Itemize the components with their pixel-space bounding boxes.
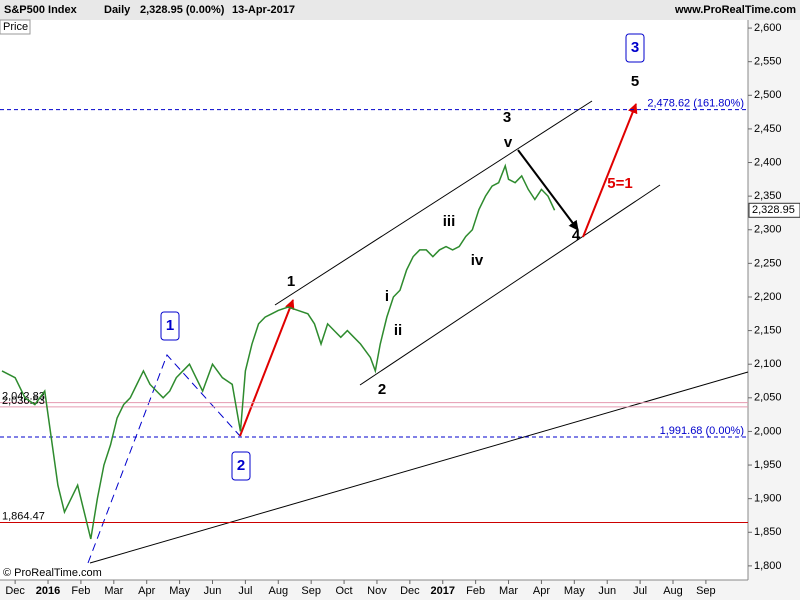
wave-label: 3 [503,109,511,126]
copyright: © ProRealTime.com [3,567,102,579]
level-label: 2,478.62 (161.80%) [647,98,744,110]
x-tick-label: Jul [633,585,647,597]
wave-box [625,33,645,63]
x-tick-label: May [169,585,190,597]
y-tick-label: 1,800 [754,560,782,572]
x-axis-panel [0,580,800,600]
x-tick-label: 2017 [431,585,455,597]
x-tick-label: Apr [533,585,550,597]
y-tick-label: 1,900 [754,493,782,505]
y-tick-label: 2,350 [754,190,782,202]
period: Daily [104,4,131,16]
y-tick-label: 2,600 [754,22,782,34]
y-tick-label: 2,300 [754,224,782,236]
x-tick-label: Dec [5,585,25,597]
header-bar [0,0,800,20]
x-tick-label: Jun [598,585,616,597]
x-tick-label: Sep [696,585,716,597]
last-price-tag [748,202,800,218]
wave-label: 5=1 [607,175,632,192]
wave-label: iii [443,213,456,230]
wave-label: v [504,134,513,151]
y-tick-label: 2,150 [754,324,782,336]
x-tick-label: Jun [204,585,222,597]
wave-label: 2 [237,457,245,474]
x-tick-label: Aug [663,585,683,597]
arrow [582,103,638,238]
arrow [517,149,579,231]
x-tick-label: Nov [367,585,387,597]
price-line [1,163,556,540]
y-tick-label: 2,200 [754,291,782,303]
x-tick-label: Dec [400,585,420,597]
x-tick-label: Aug [268,585,288,597]
y-tick-label: 2,400 [754,156,782,168]
wave-label: 1 [287,273,295,290]
wave-label: 5 [631,73,639,90]
y-axis-panel [748,20,800,580]
y-tick-label: 2,450 [754,123,782,135]
y-tick-label: 2,500 [754,89,782,101]
channel-lower [359,184,661,386]
last-price-label: 2,328.95 [752,204,795,216]
y-tick-label: 1,850 [754,526,782,538]
y-tick-label: 2,050 [754,392,782,404]
wave-label: 4 [572,227,581,244]
x-tick-label: May [564,585,585,597]
level-label: 1,864.47 [2,510,45,522]
level-label: 2,042.83 [2,391,45,403]
y-tick-label: 2,000 [754,425,782,437]
x-tick-label: 2016 [36,585,60,597]
wave-label: 3 [631,39,639,56]
x-tick-label: Oct [336,585,353,597]
wave-label: iv [471,252,484,269]
y-tick-label: 2,250 [754,257,782,269]
arrow [239,299,295,437]
y-tick-label: 2,100 [754,358,782,370]
wave-label: ii [394,322,402,339]
x-tick-label: Mar [499,585,518,597]
wave-box [160,311,180,341]
wave-label: 1 [166,317,174,334]
channel-upper [274,100,593,306]
quote: 2,328.95 (0.00%) [140,4,225,16]
symbol: S&P500 Index [4,4,78,16]
x-tick-label: Feb [71,585,90,597]
date: 13-Apr-2017 [232,4,295,16]
wave-label: i [385,288,389,305]
site: www.ProRealTime.com [674,4,796,16]
panel-label-box [0,19,31,35]
y-tick-label: 2,550 [754,56,782,68]
level-label: 1,991.68 (0.00%) [660,425,744,437]
y-tick-label: 1,950 [754,459,782,471]
x-tick-label: Feb [466,585,485,597]
x-tick-label: Jul [238,585,252,597]
panel-label: Price [3,21,28,33]
wave-dashed [87,354,241,564]
wave-box [231,451,251,481]
x-tick-label: Mar [104,585,123,597]
trendline [89,371,749,564]
x-tick-label: Apr [138,585,155,597]
wave-label: 2 [378,381,386,398]
x-tick-label: Sep [301,585,321,597]
